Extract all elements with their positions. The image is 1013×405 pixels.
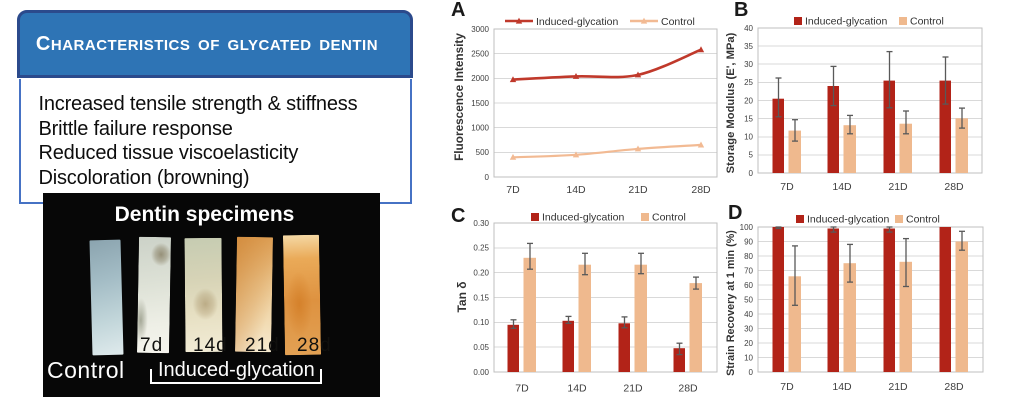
svg-text:40: 40 <box>744 24 753 33</box>
svg-text:21D: 21D <box>628 184 648 196</box>
svg-text:0: 0 <box>485 173 490 182</box>
svg-text:0.30: 0.30 <box>473 219 489 228</box>
svg-text:30: 30 <box>744 324 753 333</box>
svg-text:500: 500 <box>476 148 490 157</box>
svg-text:Induced-glycation: Induced-glycation <box>536 16 618 28</box>
svg-text:0: 0 <box>749 169 754 178</box>
svg-text:3000: 3000 <box>471 25 489 34</box>
svg-text:21D: 21D <box>888 381 908 393</box>
svg-text:5: 5 <box>749 151 754 160</box>
svg-text:0.20: 0.20 <box>473 269 489 278</box>
svg-text:28D: 28D <box>944 381 964 393</box>
svg-text:21D: 21D <box>623 383 643 395</box>
svg-text:2000: 2000 <box>471 74 489 83</box>
svg-text:A: A <box>451 0 465 21</box>
svg-text:D: D <box>728 202 742 224</box>
svg-text:0.05: 0.05 <box>473 343 489 352</box>
svg-text:28D: 28D <box>691 184 711 196</box>
svg-text:35: 35 <box>744 42 753 51</box>
svg-text:Fluorescence Intensity: Fluorescence Intensity <box>452 33 466 161</box>
svg-text:14D: 14D <box>832 181 852 193</box>
svg-text:7D: 7D <box>780 181 794 193</box>
svg-text:50: 50 <box>744 295 753 304</box>
svg-text:Control: Control <box>661 16 695 28</box>
svg-text:1500: 1500 <box>471 99 489 108</box>
svg-text:100: 100 <box>740 223 754 232</box>
svg-text:7D: 7D <box>780 381 794 393</box>
svg-text:7D: 7D <box>506 184 520 196</box>
svg-text:0.15: 0.15 <box>473 293 489 302</box>
svg-text:14D: 14D <box>566 184 586 196</box>
svg-text:0.10: 0.10 <box>473 318 489 327</box>
svg-text:0.00: 0.00 <box>473 368 489 377</box>
svg-text:Control: Control <box>910 16 944 28</box>
svg-text:Induced-glycation: Induced-glycation <box>805 16 887 28</box>
svg-text:20: 20 <box>744 96 753 105</box>
svg-text:Tan δ: Tan δ <box>455 281 469 312</box>
svg-text:30: 30 <box>744 60 753 69</box>
svg-text:Control: Control <box>652 212 686 224</box>
svg-text:C: C <box>451 205 465 227</box>
svg-text:Strain Recovery at 1 min (%): Strain Recovery at 1 min (%) <box>725 230 737 376</box>
svg-text:21D: 21D <box>888 181 908 193</box>
svg-text:14D: 14D <box>567 383 587 395</box>
svg-text:0: 0 <box>749 368 754 377</box>
svg-text:1000: 1000 <box>471 124 489 133</box>
svg-text:10: 10 <box>744 133 753 142</box>
svg-text:40: 40 <box>744 310 753 319</box>
svg-text:25: 25 <box>744 78 753 87</box>
svg-text:20: 20 <box>744 339 753 348</box>
svg-text:B: B <box>734 0 748 21</box>
svg-text:14D: 14D <box>832 381 852 393</box>
svg-text:10: 10 <box>744 353 753 362</box>
svg-text:7D: 7D <box>515 383 529 395</box>
svg-text:Control: Control <box>906 214 940 226</box>
svg-text:Storage Modulus (E', MPa): Storage Modulus (E', MPa) <box>725 32 737 173</box>
svg-text:Induced-glycation: Induced-glycation <box>542 212 624 224</box>
svg-text:28D: 28D <box>678 383 698 395</box>
svg-text:60: 60 <box>744 281 753 290</box>
svg-text:80: 80 <box>744 252 753 261</box>
svg-text:Induced-glycation: Induced-glycation <box>807 214 889 226</box>
svg-text:70: 70 <box>744 266 753 275</box>
svg-text:90: 90 <box>744 237 753 246</box>
svg-text:28D: 28D <box>944 181 964 193</box>
svg-text:15: 15 <box>744 114 753 123</box>
svg-text:0.25: 0.25 <box>473 244 489 253</box>
svg-text:2500: 2500 <box>471 50 489 59</box>
